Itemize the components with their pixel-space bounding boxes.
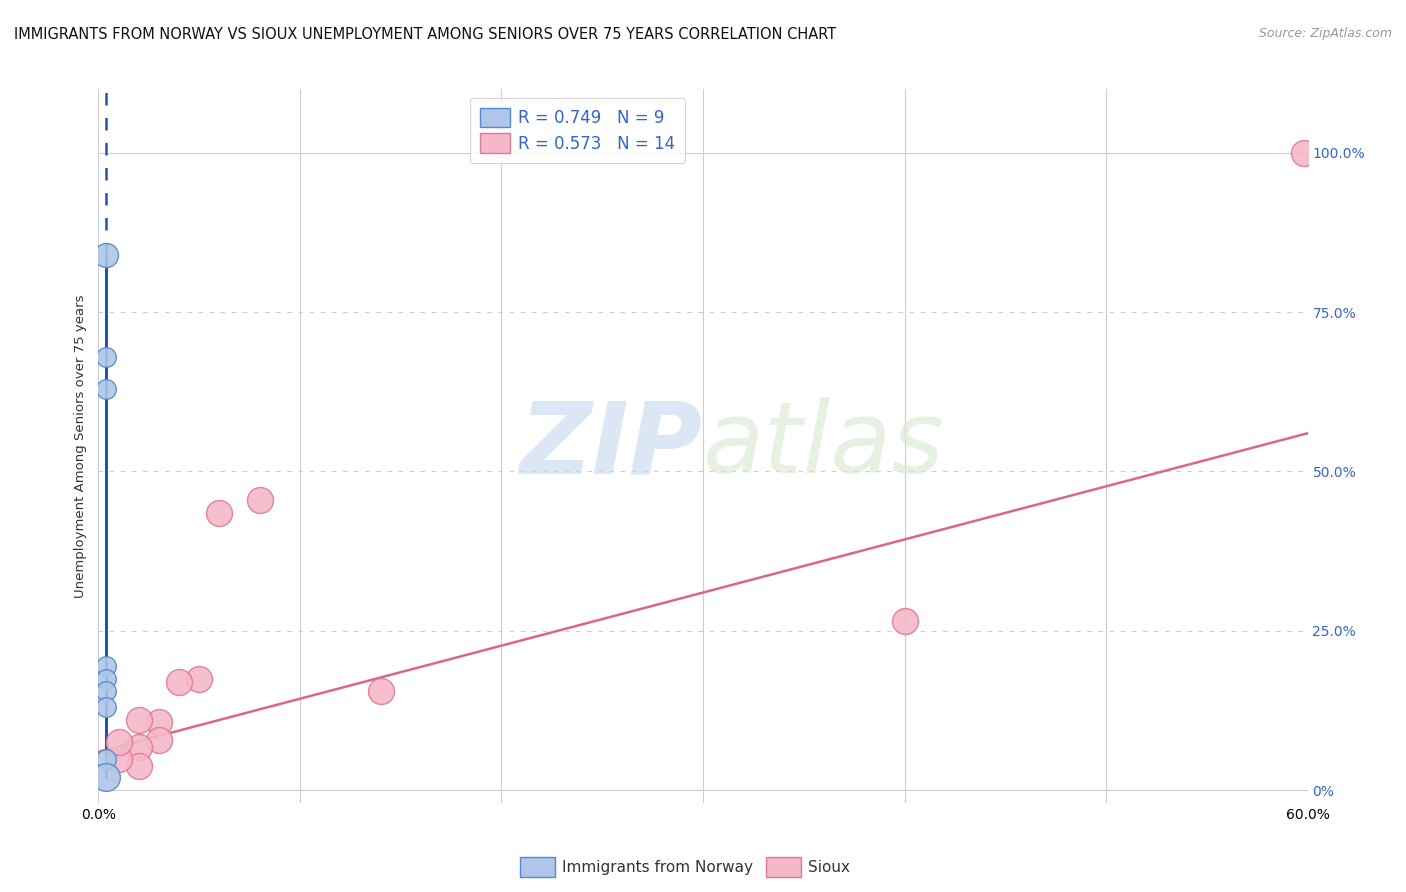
- Point: [107, 735, 129, 749]
- Point: [249, 493, 271, 508]
- Point: [148, 733, 170, 747]
- Point: [96, 672, 118, 686]
- Text: atlas: atlas: [703, 398, 945, 494]
- Text: IMMIGRANTS FROM NORWAY VS SIOUX UNEMPLOYMENT AMONG SENIORS OVER 75 YEARS CORRELA: IMMIGRANTS FROM NORWAY VS SIOUX UNEMPLOY…: [14, 27, 837, 42]
- Point: [96, 350, 118, 364]
- Text: Immigrants from Norway: Immigrants from Norway: [562, 860, 754, 874]
- Point: [370, 684, 392, 698]
- Point: [96, 248, 118, 262]
- Point: [96, 382, 118, 396]
- Point: [96, 684, 118, 698]
- Point: [128, 759, 150, 773]
- Text: Sioux: Sioux: [808, 860, 851, 874]
- Point: [208, 506, 231, 520]
- Legend: R = 0.749   N = 9, R = 0.573   N = 14: R = 0.749 N = 9, R = 0.573 N = 14: [470, 97, 685, 162]
- Y-axis label: Unemployment Among Seniors over 75 years: Unemployment Among Seniors over 75 years: [75, 294, 87, 598]
- Point: [1292, 145, 1315, 160]
- Point: [96, 752, 118, 766]
- Point: [893, 614, 915, 628]
- Point: [167, 674, 190, 689]
- Point: [128, 739, 150, 754]
- Text: Source: ZipAtlas.com: Source: ZipAtlas.com: [1258, 27, 1392, 40]
- Point: [107, 752, 129, 766]
- Point: [96, 770, 118, 784]
- Point: [128, 713, 150, 727]
- Point: [96, 658, 118, 673]
- Point: [96, 700, 118, 714]
- Point: [148, 714, 170, 729]
- Point: [188, 672, 211, 686]
- Text: ZIP: ZIP: [520, 398, 703, 494]
